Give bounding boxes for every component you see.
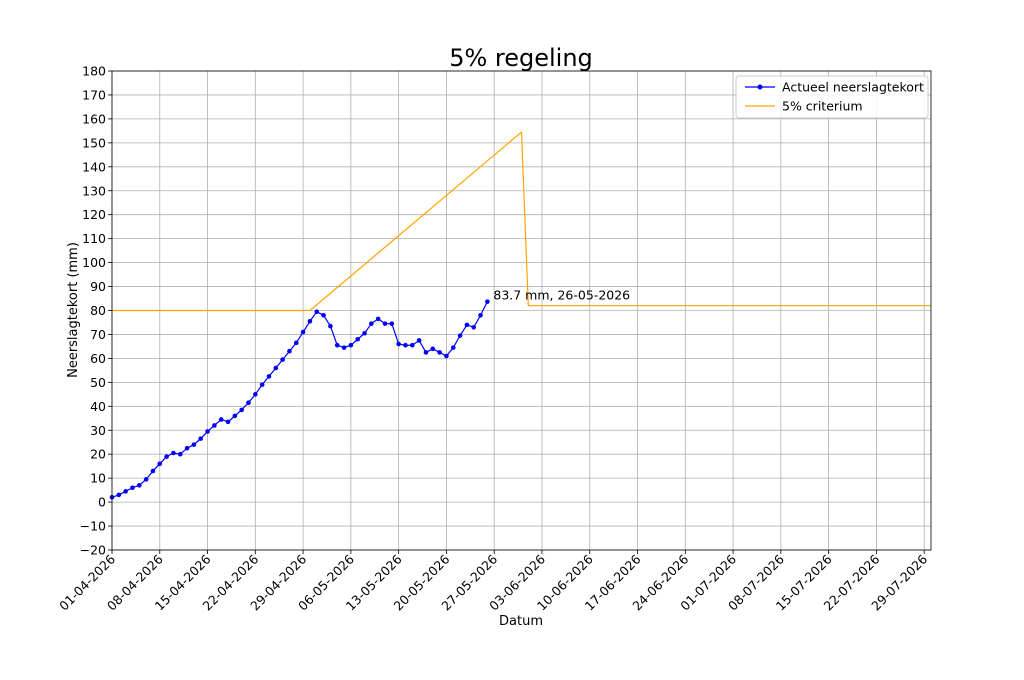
legend-marker-actueel (757, 84, 763, 90)
data-point-actueel (389, 321, 395, 326)
data-point-actueel (123, 489, 128, 494)
data-point-actueel (191, 442, 197, 447)
legend-label-criterium: 5% criterium (782, 99, 863, 114)
data-point-actueel (416, 338, 422, 343)
y-tick-label: 140 (82, 159, 106, 174)
data-point-actueel (334, 342, 340, 348)
data-point-actueel (273, 365, 279, 371)
y-tick-label: 160 (82, 111, 106, 126)
data-point-actueel (287, 348, 292, 354)
y-tick-label: 150 (82, 135, 106, 150)
data-point-actueel (437, 350, 442, 355)
data-point-actueel (177, 451, 183, 457)
data-point-actueel (218, 417, 224, 422)
y-tick-label: 130 (82, 183, 106, 198)
data-point-actueel (164, 454, 169, 459)
y-tick-label: 90 (90, 279, 106, 294)
data-point-actueel (232, 413, 238, 419)
y-tick-label: 170 (82, 87, 106, 102)
data-point-actueel (184, 445, 190, 451)
data-point-actueel (205, 429, 210, 434)
y-tick-label: 30 (90, 423, 106, 438)
data-point-actueel (293, 340, 299, 346)
data-point-actueel (478, 312, 483, 318)
data-point-actueel (396, 341, 401, 347)
data-point-actueel (328, 323, 333, 329)
data-point-actueel (375, 316, 381, 322)
data-point-actueel (300, 329, 306, 335)
y-tick-label: 50 (90, 375, 106, 390)
data-point-actueel (430, 346, 436, 352)
data-point-actueel (403, 342, 408, 348)
annotation-label: 83.7 mm, 26-05-2026 (493, 288, 630, 303)
data-point-actueel (423, 350, 429, 355)
data-point-actueel (130, 485, 135, 491)
data-point-actueel (137, 483, 142, 488)
data-point-actueel (314, 309, 320, 314)
data-point-actueel (321, 312, 326, 318)
series-layer (109, 131, 931, 500)
series-line-criterium (112, 131, 931, 312)
y-tick-label: 100 (82, 255, 106, 270)
data-point-actueel (259, 382, 265, 388)
y-axis-label: Neerslagtekort (mm) (66, 242, 81, 378)
y-tick-label: 180 (82, 64, 106, 79)
legend-box (735, 75, 929, 119)
y-tick-label: 110 (82, 231, 106, 246)
x-axis-label: Datum (499, 614, 543, 629)
legend: Actueel neerslagtekort 5% criterium (735, 75, 929, 119)
data-point-actueel (362, 330, 367, 336)
y-tick-label: 60 (90, 351, 106, 366)
legend-label-actueel: Actueel neerslagtekort (782, 80, 924, 95)
data-point-actueel (444, 353, 449, 359)
data-point-actueel (457, 333, 463, 338)
data-point-actueel (369, 321, 374, 326)
chart-title: 5% regeling (449, 44, 593, 72)
data-point-actueel (157, 461, 163, 467)
data-point-actueel (150, 468, 156, 474)
data-point-actueel (382, 321, 388, 326)
data-point-actueel (348, 342, 354, 348)
data-point-actueel (239, 407, 244, 413)
data-point-actueel (450, 345, 456, 350)
data-point-actueel (253, 392, 258, 397)
data-point-actueel (307, 318, 313, 324)
y-tick-label: −10 (80, 519, 106, 534)
data-point-actueel (464, 322, 470, 328)
data-point-actueel (143, 477, 149, 482)
y-tick-label: 70 (90, 327, 106, 342)
data-point-actueel (341, 345, 347, 350)
data-point-actueel (116, 492, 122, 498)
data-point-actueel (471, 324, 477, 330)
data-point-actueel (266, 374, 272, 379)
data-point-actueel (171, 450, 176, 456)
data-point-actueel (485, 299, 490, 304)
y-tick-label: 0 (98, 495, 106, 510)
data-point-actueel (198, 436, 204, 441)
data-point-actueel (212, 423, 217, 428)
data-point-actueel (225, 419, 231, 425)
y-tick-label: 40 (90, 399, 106, 414)
y-tick-label: 20 (90, 447, 106, 462)
data-point-actueel (246, 400, 251, 406)
data-point-actueel (410, 342, 415, 348)
y-tick-label: 10 (90, 471, 106, 486)
data-point-actueel (280, 357, 285, 362)
y-tick-label: 80 (90, 303, 106, 318)
y-tick-label: −20 (80, 543, 106, 558)
y-tick-label: 120 (82, 207, 106, 222)
data-point-actueel (355, 336, 361, 342)
